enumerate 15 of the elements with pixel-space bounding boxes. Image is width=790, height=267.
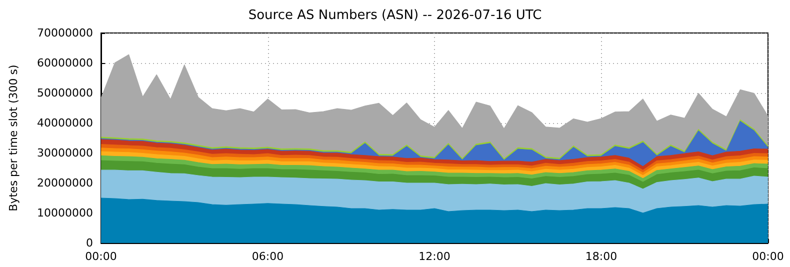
x-tick-label: 00:00: [85, 250, 117, 263]
chart-title: Source AS Numbers (ASN) -- 2026-07-16 UTC: [248, 8, 542, 23]
y-tick-label: 40000000: [37, 116, 93, 130]
y-tick-label: 20000000: [37, 176, 93, 190]
y-tick-label: 0: [86, 236, 93, 250]
y-tick-label: 50000000: [37, 86, 93, 100]
y-tick-label: 70000000: [37, 26, 93, 40]
y-tick-label: 60000000: [37, 56, 93, 70]
y-tick-label: 10000000: [37, 206, 93, 220]
x-tick-label: 12:00: [418, 250, 450, 263]
y-tick-label: 30000000: [37, 146, 93, 160]
x-tick-label: 00:00: [752, 250, 784, 263]
x-tick-label: 06:00: [252, 250, 284, 263]
y-axis-title: Bytes per time slot (300 s): [7, 64, 20, 212]
x-tick-label: 18:00: [585, 250, 618, 263]
